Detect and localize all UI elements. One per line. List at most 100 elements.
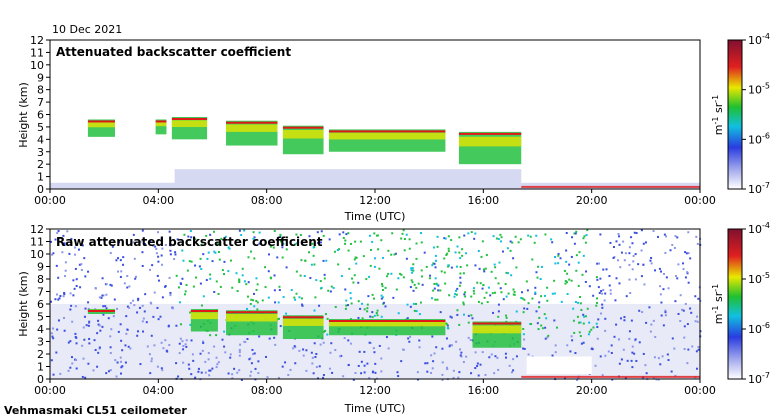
noise-speck xyxy=(439,311,442,314)
noise-speck xyxy=(180,283,183,286)
noise-speck xyxy=(57,298,60,301)
noise-speck xyxy=(462,272,465,275)
noise-speck xyxy=(504,314,507,317)
noise-speck xyxy=(505,295,508,298)
noise-speck xyxy=(632,260,635,263)
noise-speck xyxy=(155,247,158,250)
noise-speck xyxy=(372,347,375,350)
noise-speck xyxy=(656,235,659,238)
noise-speck xyxy=(227,246,230,249)
noise-speck xyxy=(582,254,585,257)
noise-speck xyxy=(446,252,449,255)
noise-speck xyxy=(58,297,61,300)
noise-speck xyxy=(294,362,297,365)
noise-speck xyxy=(527,302,530,305)
noise-speck xyxy=(200,371,203,374)
noise-speck xyxy=(623,316,626,319)
noise-speck xyxy=(294,243,297,246)
noise-speck xyxy=(315,352,318,355)
noise-speck xyxy=(433,262,436,265)
noise-speck xyxy=(519,238,522,241)
noise-speck xyxy=(198,265,201,268)
noise-speck xyxy=(654,269,657,272)
noise-speck xyxy=(149,240,152,243)
noise-speck xyxy=(310,263,313,266)
noise-speck xyxy=(605,268,608,271)
noise-speck xyxy=(119,275,122,278)
noise-speck xyxy=(505,271,508,274)
noise-speck xyxy=(178,301,181,304)
noise-speck xyxy=(657,357,660,360)
noise-speck xyxy=(64,269,67,272)
noise-speck xyxy=(402,276,405,279)
noise-speck xyxy=(264,266,267,269)
x-tick-label: 00:00 xyxy=(34,384,66,397)
noise-speck xyxy=(491,292,494,295)
noise-speck xyxy=(274,301,277,304)
cloud-core xyxy=(328,321,446,327)
noise-speck xyxy=(554,262,557,265)
x-tick-label: 08:00 xyxy=(251,384,283,397)
noise-speck xyxy=(141,264,144,267)
noise-speck xyxy=(447,250,450,253)
noise-speck xyxy=(83,257,86,260)
noise-speck xyxy=(215,280,218,283)
noise-speck xyxy=(314,355,317,358)
noise-speck xyxy=(164,243,167,246)
noise-speck xyxy=(72,279,75,282)
noise-speck xyxy=(525,280,528,283)
colorbar-tick-label: 10-6 xyxy=(748,131,770,146)
noise-speck xyxy=(531,258,534,261)
noise-speck xyxy=(563,269,566,272)
noise-speck xyxy=(204,371,207,374)
noise-speck xyxy=(526,289,529,292)
cloud-core xyxy=(226,124,278,132)
noise-speck xyxy=(109,335,112,338)
noise-speck xyxy=(84,307,87,310)
noise-speck xyxy=(434,254,437,257)
noise-speck xyxy=(604,317,607,320)
noise-speck xyxy=(238,354,241,357)
noise-speck xyxy=(464,291,467,294)
y-tick-label: 2 xyxy=(37,158,44,171)
noise-speck xyxy=(626,359,629,362)
noise-speck xyxy=(382,301,385,304)
noise-speck xyxy=(466,264,469,267)
surface-echo xyxy=(521,375,700,378)
noise-speck xyxy=(554,256,557,259)
y-tick-label: 12 xyxy=(30,223,44,236)
noise-speck xyxy=(380,294,383,297)
noise-speck xyxy=(352,281,355,284)
noise-speck xyxy=(590,328,593,331)
noise-speck xyxy=(615,240,618,243)
noise-speck xyxy=(107,317,110,320)
noise-speck xyxy=(194,376,197,379)
noise-speck xyxy=(221,338,224,341)
noise-speck xyxy=(88,342,91,345)
noise-speck xyxy=(481,351,484,354)
noise-speck xyxy=(515,266,518,269)
noise-speck xyxy=(664,314,667,317)
noise-speck xyxy=(575,254,578,257)
noise-speck xyxy=(250,370,253,373)
noise-speck xyxy=(485,291,488,294)
noise-speck xyxy=(462,303,465,306)
noise-speck xyxy=(578,251,581,254)
noise-speck xyxy=(444,237,447,240)
noise-speck xyxy=(228,247,231,250)
noise-speck xyxy=(214,251,217,254)
noise-speck xyxy=(425,265,428,268)
noise-speck xyxy=(211,260,214,263)
noise-speck xyxy=(455,289,458,292)
noise-speck xyxy=(430,354,433,357)
cloud-core xyxy=(171,120,208,128)
noise-speck xyxy=(397,277,400,280)
noise-speck xyxy=(684,276,687,279)
noise-speck xyxy=(576,378,579,381)
noise-speck xyxy=(694,320,697,323)
noise-speck xyxy=(57,276,60,279)
noise-speck xyxy=(371,371,374,374)
noise-speck xyxy=(618,243,621,246)
noise-speck xyxy=(251,348,254,351)
noise-speck xyxy=(121,349,124,352)
